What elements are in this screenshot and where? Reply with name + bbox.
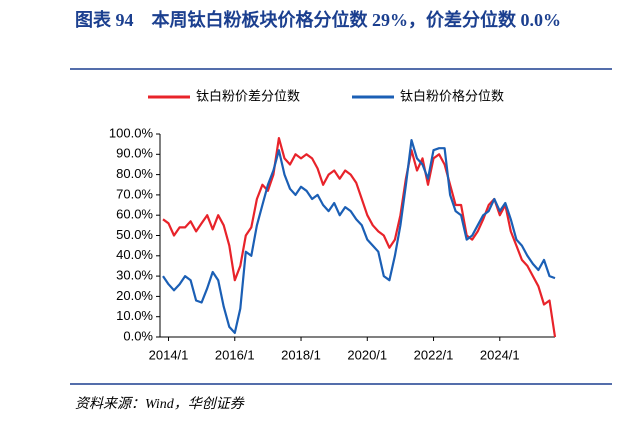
x-tick-label: 2024/1: [480, 347, 520, 362]
legend-label: 钛白粉价差分位数: [196, 88, 300, 103]
y-tick-label: 10.0%: [116, 308, 153, 323]
legend-label: 钛白粉价格分位数: [400, 88, 504, 103]
y-tick-label: 50.0%: [116, 227, 153, 242]
y-tick-label: 40.0%: [116, 247, 153, 262]
y-tick-label: 30.0%: [116, 268, 153, 283]
x-tick-label: 2020/1: [347, 347, 387, 362]
y-tick-label: 70.0%: [116, 186, 153, 201]
y-tick-label: 20.0%: [116, 288, 153, 303]
y-tick-label: 80.0%: [116, 166, 153, 181]
y-tick-label: 0.0%: [123, 328, 153, 343]
x-tick-label: 2022/1: [414, 347, 454, 362]
y-tick-label: 60.0%: [116, 207, 153, 222]
y-tick-label: 90.0%: [116, 146, 153, 161]
x-tick-label: 2016/1: [215, 347, 255, 362]
series-line: [162, 137, 557, 338]
source-note: 资料来源：Wind，华创证券: [75, 396, 245, 412]
y-tick-label: 100.0%: [109, 125, 154, 140]
chart-title: 图表 94 本周钛白粉板块价格分位数 29%，价差分位数 0.0%: [75, 10, 561, 30]
series-line: [162, 139, 556, 334]
x-tick-label: 2014/1: [149, 347, 189, 362]
x-tick-label: 2018/1: [281, 347, 321, 362]
